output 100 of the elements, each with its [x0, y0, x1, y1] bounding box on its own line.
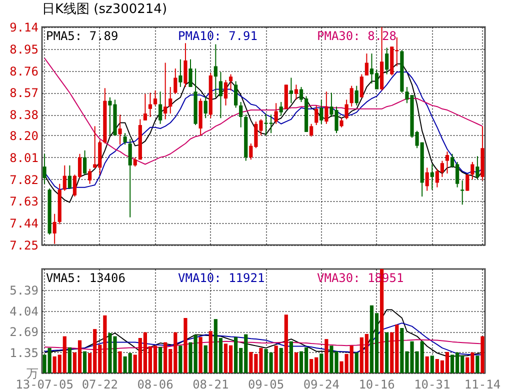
candlestick — [228, 74, 233, 91]
bar — [354, 352, 358, 373]
bar — [279, 348, 283, 373]
candlestick — [460, 180, 464, 206]
bar — [284, 314, 288, 373]
candlestick — [133, 156, 137, 168]
candlestick — [364, 53, 368, 76]
candlestick — [310, 123, 314, 138]
x-tick-label: 09-05 — [248, 378, 284, 391]
x-tick-label: 07-22 — [82, 378, 118, 391]
y-tick-label: 1.35 — [10, 346, 38, 360]
bar — [289, 341, 293, 373]
candlestick — [340, 118, 344, 128]
candlestick — [118, 114, 122, 146]
y-tick-label: 8.95 — [10, 42, 38, 56]
bar — [68, 347, 72, 373]
candlestick — [143, 93, 147, 121]
y-tick-label: 7.82 — [10, 172, 38, 187]
y-tick-label: 7.25 — [10, 238, 38, 252]
candlestick — [82, 150, 87, 176]
y-tick-label: 2.69 — [10, 325, 38, 340]
bar — [430, 356, 434, 373]
candlestick — [174, 68, 178, 94]
y-tick-label: 8.20 — [10, 128, 38, 143]
line-series — [44, 309, 483, 357]
x-tick-label: 09-24 — [303, 378, 340, 391]
candlestick — [178, 58, 182, 88]
candlestick — [350, 85, 354, 108]
candlestick — [360, 74, 364, 98]
x-tick-label: 08-21 — [192, 378, 229, 391]
bar — [208, 331, 212, 373]
candlestick — [214, 44, 218, 98]
x-tick-label: 08-06 — [137, 378, 174, 391]
line-series — [44, 339, 483, 350]
candlestick — [188, 58, 192, 88]
text: PMA10: 7.91 — [178, 29, 258, 43]
candlestick — [148, 92, 152, 118]
candlestick — [354, 85, 358, 106]
candlestick — [153, 90, 158, 106]
bar — [385, 332, 389, 373]
candlestick — [224, 80, 228, 106]
candlestick — [128, 138, 132, 218]
bar — [274, 346, 278, 373]
candlestick — [158, 91, 162, 124]
text: VMA10: 11921 — [178, 271, 265, 285]
text: PMA5: 7.89 — [46, 29, 118, 43]
bar — [425, 356, 429, 373]
candlestick — [239, 101, 243, 128]
candlestick — [184, 42, 188, 88]
line-series — [44, 322, 483, 356]
bar — [324, 339, 328, 373]
y-tick-label: 5.39 — [10, 284, 38, 298]
bar — [184, 318, 188, 373]
bar — [178, 346, 182, 373]
bar — [320, 354, 324, 373]
line-series — [44, 58, 483, 165]
candlestick — [425, 167, 429, 192]
candlestick — [430, 164, 434, 190]
y-tick-label: 8.76 — [10, 64, 38, 78]
candlestick — [234, 80, 238, 108]
chart-title: 日K线图 (sz300214) — [42, 2, 168, 17]
candlestick — [289, 77, 293, 104]
bar — [118, 351, 122, 373]
candlestick — [324, 91, 328, 124]
candlestick — [168, 86, 172, 114]
y-tick-label: 4.04 — [10, 304, 38, 318]
candlestick — [62, 164, 66, 192]
candlestick — [68, 164, 72, 189]
candlestick — [218, 71, 223, 119]
candlestick — [470, 161, 474, 180]
bar — [158, 347, 162, 373]
y-tick-label: 万 — [26, 366, 38, 380]
y-tick-label: 8.57 — [10, 86, 38, 100]
candlestick — [204, 96, 208, 119]
candlestick — [274, 102, 278, 124]
candlestick — [123, 132, 127, 146]
candlestick — [385, 47, 389, 75]
candlestick — [445, 151, 450, 174]
candlestick — [294, 84, 298, 100]
text: VMA5: 13406 — [46, 271, 126, 285]
x-tick-label: 11-14 — [464, 378, 501, 391]
bar — [294, 352, 298, 373]
candlestick — [52, 213, 56, 244]
y-tick-label: 7.44 — [10, 216, 38, 231]
candlestick — [88, 168, 92, 184]
candlestick — [314, 104, 318, 126]
bar — [204, 345, 208, 373]
candlestick — [344, 99, 348, 120]
candlestick — [320, 99, 324, 124]
candlestick — [42, 153, 46, 184]
bar — [82, 351, 87, 373]
y-tick-label: 7.63 — [10, 194, 38, 209]
y-tick-label: 8.01 — [10, 150, 38, 165]
x-tick-label: 10-16 — [358, 378, 395, 391]
x-tick-label: 10-31 — [414, 378, 450, 391]
candlestick — [466, 174, 470, 192]
bar — [480, 336, 484, 373]
bar — [476, 356, 480, 373]
candlestick — [279, 101, 283, 116]
y-tick-label: 8.38 — [10, 108, 38, 122]
